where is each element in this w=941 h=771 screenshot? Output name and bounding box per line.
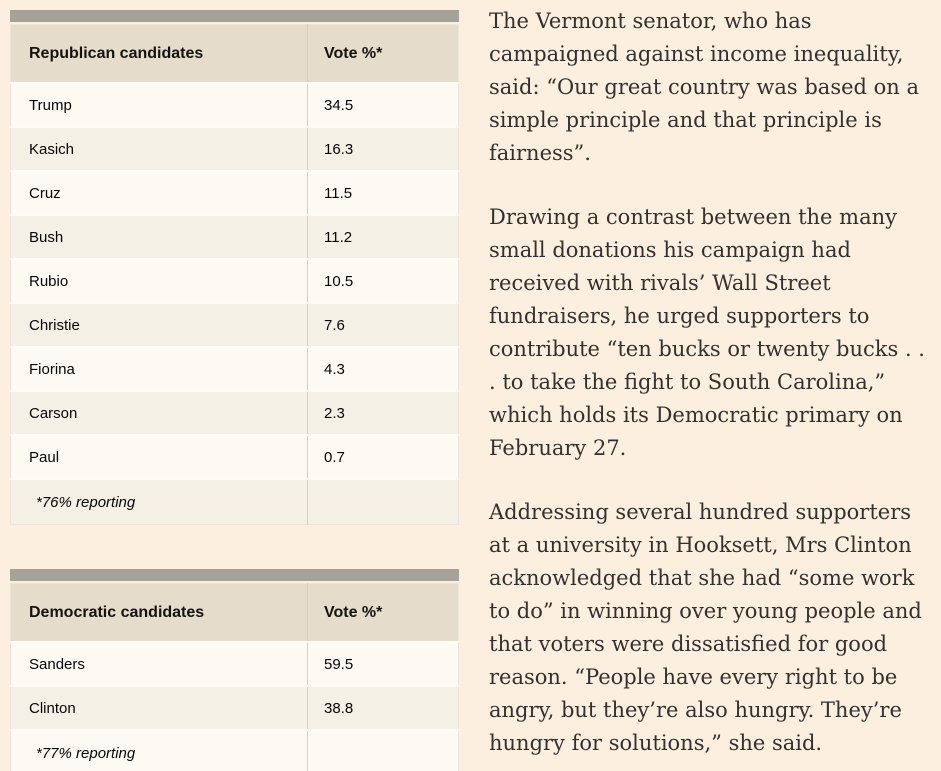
- reporting-footnote: *76% reporting: [36, 493, 136, 511]
- article-paragraph: Drawing a contrast between the many smal…: [489, 205, 925, 460]
- table-row: Christie 7.6: [10, 303, 459, 347]
- column-header-vote-pct: Vote %*: [307, 583, 459, 642]
- candidate-name-cell: Fiorina: [29, 360, 75, 378]
- vote-pct-cell: 0.7: [307, 435, 459, 479]
- vote-pct-cell: 10.5: [307, 259, 459, 303]
- vote-pct-cell: 34.5: [307, 83, 459, 127]
- reporting-footnote: *77% reporting: [36, 744, 136, 762]
- democratic-results-table: Democratic candidates Vote %* Sanders 59…: [10, 583, 459, 771]
- vote-pct-cell: 4.3: [307, 347, 459, 391]
- republican-results-block: Republican candidates Vote %* Trump 34.5…: [10, 10, 459, 525]
- article-paragraph: The Vermont senator, who has campaigned …: [489, 9, 920, 165]
- vote-pct-cell: 59.5: [307, 642, 459, 686]
- candidate-name-cell: Clinton: [29, 699, 76, 717]
- table-row: Rubio 10.5: [10, 259, 459, 303]
- empty-cell: [307, 730, 459, 771]
- candidate-name-cell: Christie: [29, 316, 80, 334]
- table-footnote-row: *77% reporting: [10, 730, 459, 771]
- table-row: Carson 2.3: [10, 391, 459, 435]
- table-row: Trump 34.5: [10, 83, 459, 127]
- article-text-column: The Vermont senator, who has campaigned …: [489, 0, 935, 771]
- column-header-democratic-candidates: Democratic candidates: [10, 583, 308, 642]
- candidate-name-cell: Sanders: [29, 655, 85, 673]
- table-row: Bush 11.2: [10, 215, 459, 259]
- table-row: Fiorina 4.3: [10, 347, 459, 391]
- candidate-name-cell: Kasich: [29, 140, 75, 158]
- column-header-vote-pct: Vote %*: [307, 24, 459, 83]
- republican-results-table: Republican candidates Vote %* Trump 34.5…: [10, 24, 459, 525]
- table-top-bar: [10, 10, 459, 22]
- results-tables-column: Republican candidates Vote %* Trump 34.5…: [10, 10, 459, 771]
- table-footnote-row: *76% reporting: [10, 479, 459, 525]
- vote-pct-cell: 2.3: [307, 391, 459, 435]
- vote-pct-cell: 11.5: [307, 171, 459, 215]
- vote-pct-cell: 16.3: [307, 127, 459, 171]
- candidate-name-cell: Trump: [29, 96, 72, 114]
- table-row: Clinton 38.8: [10, 686, 459, 730]
- table-top-bar: [10, 569, 459, 581]
- table-row: Sanders 59.5: [10, 642, 459, 686]
- empty-cell: [307, 479, 459, 525]
- table-header-row: Republican candidates Vote %*: [10, 24, 459, 83]
- article-paragraph: Addressing several hundred supporters at…: [489, 500, 922, 755]
- table-header-row: Democratic candidates Vote %*: [10, 583, 459, 642]
- democratic-results-block: Democratic candidates Vote %* Sanders 59…: [10, 569, 459, 771]
- candidate-name-cell: Paul: [29, 448, 60, 466]
- candidate-name-cell: Carson: [29, 404, 78, 422]
- table-row: Kasich 16.3: [10, 127, 459, 171]
- vote-pct-cell: 11.2: [307, 215, 459, 259]
- candidate-name-cell: Cruz: [29, 184, 61, 202]
- candidate-name-cell: Rubio: [29, 272, 69, 290]
- table-row: Cruz 11.5: [10, 171, 459, 215]
- vote-pct-cell: 38.8: [307, 686, 459, 730]
- vote-pct-cell: 7.6: [307, 303, 459, 347]
- table-row: Paul 0.7: [10, 435, 459, 479]
- column-header-republican-candidates: Republican candidates: [10, 24, 308, 83]
- candidate-name-cell: Bush: [29, 228, 64, 246]
